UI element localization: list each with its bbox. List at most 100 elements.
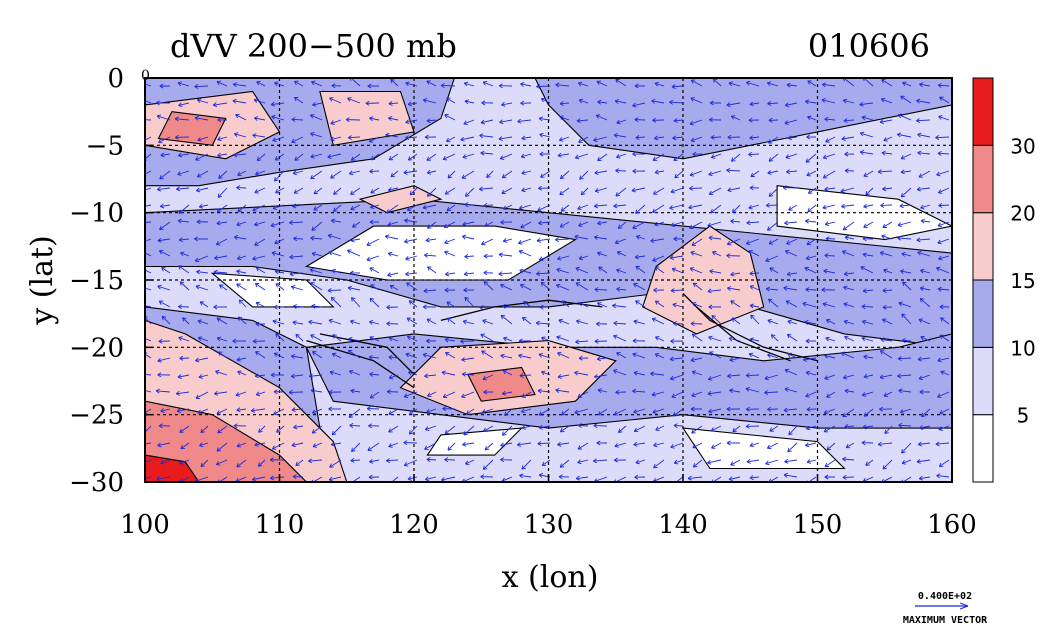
wind-vector [523,301,532,308]
wind-vector [424,374,437,377]
wind-vector-head [673,459,679,465]
wind-vector-head [745,240,751,245]
wind-vector [348,408,361,418]
wind-vector-head [481,350,486,355]
wind-vector [161,316,171,325]
wind-vector [444,114,456,121]
wind-vector [670,357,684,360]
wind-vector [597,153,608,161]
y-tick-label: −20 [69,333,124,363]
wind-vector-head [523,300,528,306]
wind-vector-head [559,427,565,433]
wind-vector [862,253,874,257]
wind-vector [880,350,893,359]
wind-vector [785,300,798,308]
wind-vector-head [328,476,334,482]
wind-vector-head [654,353,660,358]
wind-vector [540,282,551,291]
wind-vector-head [652,156,658,161]
wind-vector-head [139,173,143,177]
wind-vector-head [349,170,354,176]
wind-vector [768,187,779,197]
wind-vector-head [386,304,391,310]
wind-vector [825,238,836,240]
wind-vector [593,459,608,462]
wind-vector-head [616,268,621,273]
wind-vector [633,372,646,376]
colorbar-label: 30 [1010,134,1035,158]
wind-vector-head [407,156,413,161]
wind-vector-head [671,393,676,398]
wind-vector [502,391,513,395]
wind-vector-head [615,168,620,174]
wind-vector [483,281,494,291]
wind-vector [178,204,190,214]
wind-vector [787,442,798,453]
wind-vector-head [881,150,886,156]
wind-vector-head [862,252,867,258]
wind-vector-head [559,101,564,106]
wind-vector-head [312,102,317,107]
wind-vector-head [254,189,259,194]
wind-vector [844,390,855,393]
wind-vector [369,356,380,359]
colorbar-label: 15 [1010,269,1035,293]
x-tick-label: 160 [927,510,977,540]
wind-vector-head [616,153,621,159]
wind-vector-head [901,313,906,318]
wind-vector [594,374,608,378]
wind-vector-head [787,319,792,325]
wind-vector [329,459,342,468]
wind-vector [481,238,494,245]
wind-vector-head [727,286,732,291]
wind-vector-head [842,250,847,255]
wind-vector [408,153,418,161]
wind-vector [732,204,741,213]
wind-vector [559,102,570,105]
wind-vector-head [807,115,812,121]
wind-vector-head [440,83,445,89]
wind-vector-head [613,457,618,463]
wind-vector-head [538,411,543,416]
wind-vector [750,338,760,342]
wind-vector-head [577,393,582,398]
wind-vector-head [236,283,241,288]
wind-vector-head [426,318,432,323]
wind-vector [256,81,266,87]
wind-vector [597,302,608,308]
wind-vector-head [328,318,333,324]
wind-vector [194,85,209,88]
wind-vector-head [786,271,791,277]
wind-vector [500,442,513,446]
wind-vector-head [749,101,754,107]
wind-vector-head [900,192,906,198]
wind-vector-head [236,463,241,468]
wind-vector-head [709,100,714,106]
wind-vector-head [350,319,355,325]
wind-vector-head [368,423,373,429]
colorbar-label: 10 [1010,336,1035,360]
wind-vector-head [480,119,485,125]
wind-vector [843,374,855,379]
wind-vector [385,134,399,138]
wind-vector [671,391,684,398]
wind-vector [176,187,190,190]
wind-vector-head [388,443,393,448]
wind-vector-head [541,370,546,376]
wind-vector-head [842,412,847,418]
wind-vector-head [688,204,693,210]
wind-vector [539,117,551,121]
wind-vector-head [844,151,849,157]
wind-vector [409,408,418,415]
wind-vector [768,136,779,144]
wind-vector [880,204,893,206]
wind-vector-head [350,297,356,302]
wind-vector-head [235,113,240,119]
wind-vector-head [367,446,372,451]
wind-vector-head [768,157,774,162]
wind-vector-head [177,265,183,270]
wind-vector [652,204,665,213]
wind-vector-head [670,443,675,449]
wind-vector [825,337,836,342]
wind-vector-head [253,116,259,121]
